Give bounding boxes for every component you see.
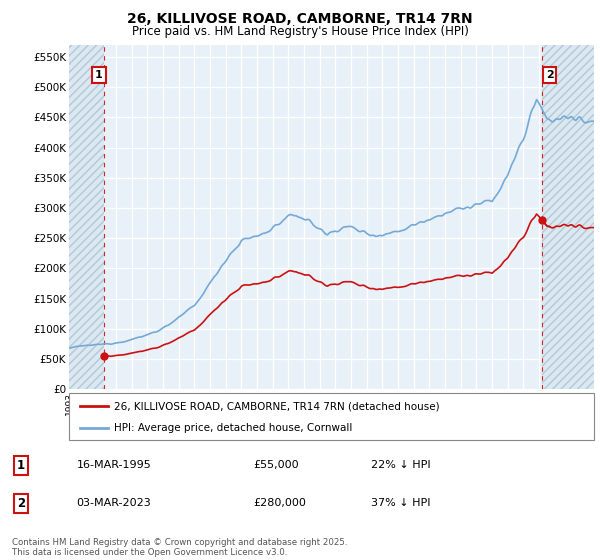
Text: 26, KILLIVOSE ROAD, CAMBORNE, TR14 7RN (detached house): 26, KILLIVOSE ROAD, CAMBORNE, TR14 7RN (… <box>113 401 439 411</box>
Text: 16-MAR-1995: 16-MAR-1995 <box>77 460 151 470</box>
Text: 2: 2 <box>546 70 554 80</box>
Text: 26, KILLIVOSE ROAD, CAMBORNE, TR14 7RN: 26, KILLIVOSE ROAD, CAMBORNE, TR14 7RN <box>127 12 473 26</box>
Text: 22% ↓ HPI: 22% ↓ HPI <box>371 460 430 470</box>
Bar <box>69 45 104 389</box>
Bar <box>542 45 594 389</box>
Bar <box>69 45 104 389</box>
Text: Price paid vs. HM Land Registry's House Price Index (HPI): Price paid vs. HM Land Registry's House … <box>131 25 469 38</box>
Text: 03-MAR-2023: 03-MAR-2023 <box>77 498 151 508</box>
Bar <box>542 45 594 389</box>
Text: 1: 1 <box>95 70 103 80</box>
Text: Contains HM Land Registry data © Crown copyright and database right 2025.
This d: Contains HM Land Registry data © Crown c… <box>12 538 347 557</box>
Text: £55,000: £55,000 <box>253 460 299 470</box>
Text: £280,000: £280,000 <box>253 498 306 508</box>
Text: 2: 2 <box>17 497 25 510</box>
Text: 1: 1 <box>17 459 25 472</box>
Text: HPI: Average price, detached house, Cornwall: HPI: Average price, detached house, Corn… <box>113 423 352 433</box>
Text: 37% ↓ HPI: 37% ↓ HPI <box>371 498 430 508</box>
